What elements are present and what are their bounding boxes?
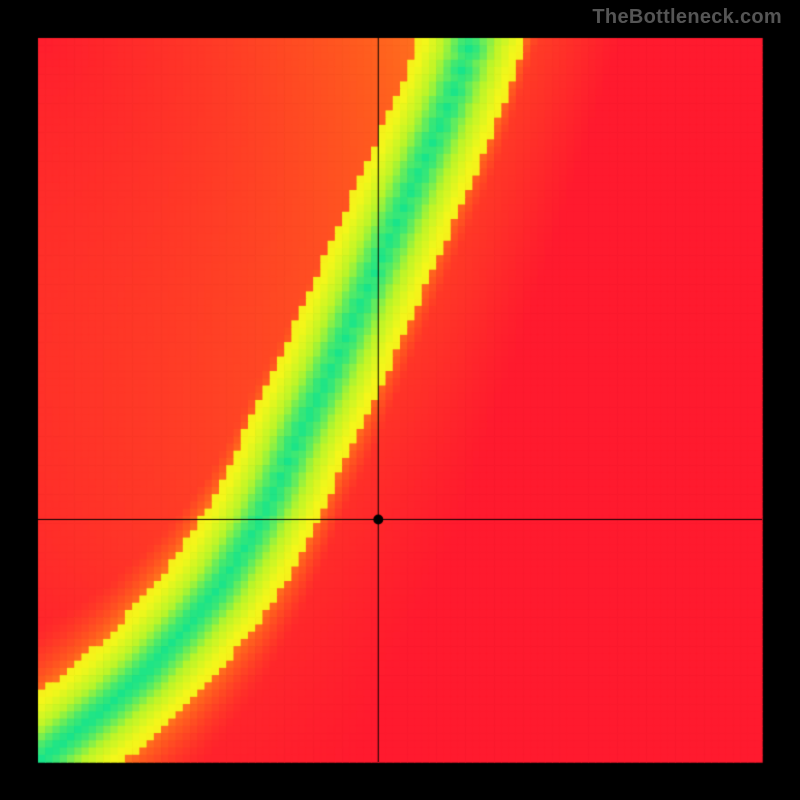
heatmap-canvas — [0, 0, 800, 800]
heatmap-container: TheBottleneck.com — [0, 0, 800, 800]
watermark-label: TheBottleneck.com — [592, 6, 782, 29]
